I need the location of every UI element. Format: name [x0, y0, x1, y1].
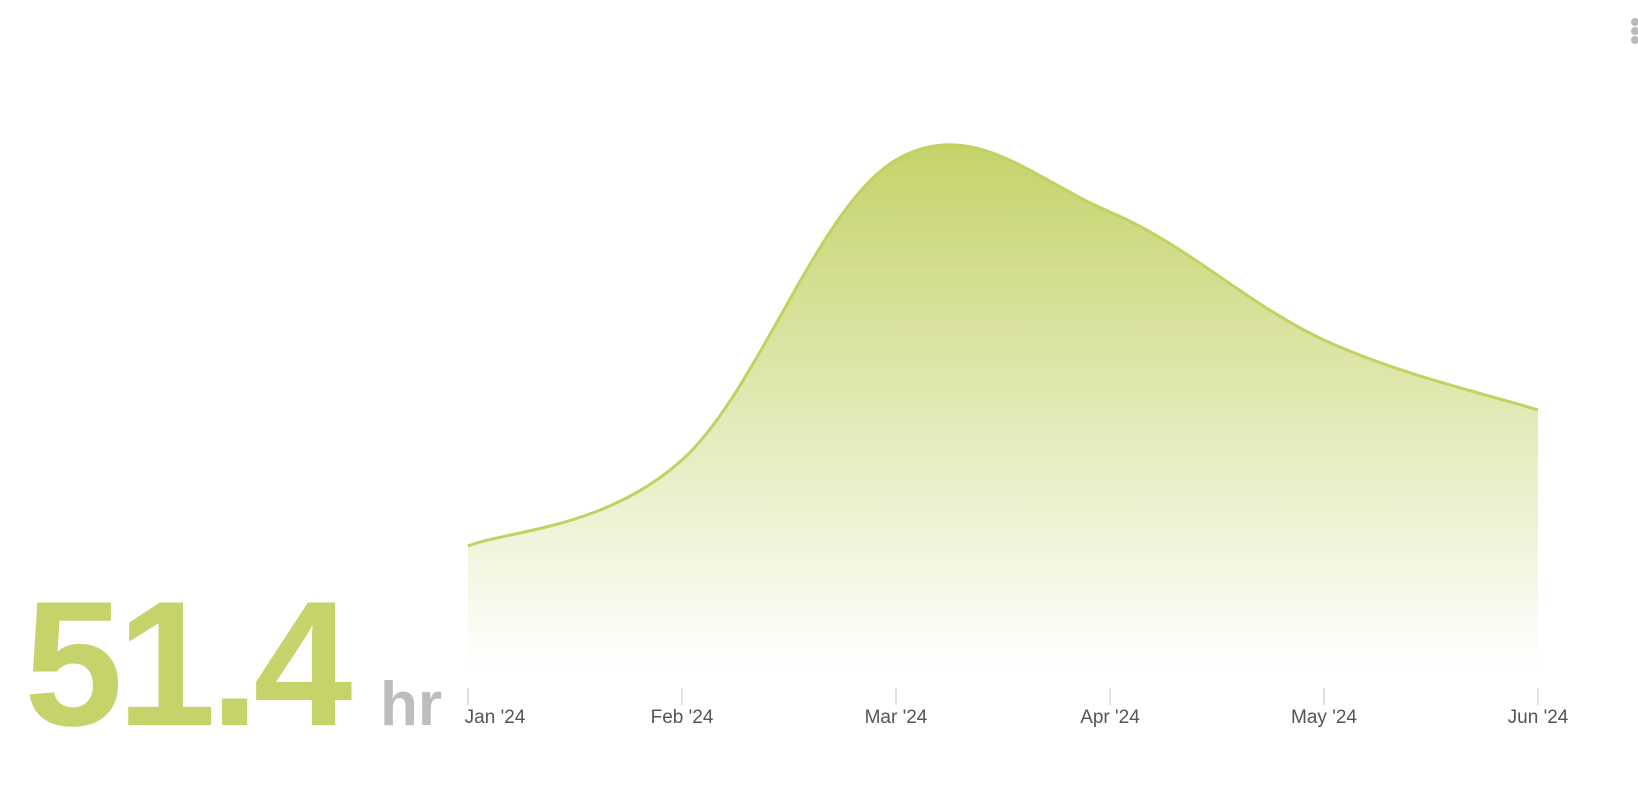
area-line [467, 143, 1539, 548]
kpi-value: 51.4 [24, 564, 352, 763]
x-tick-label: Apr '24 [1080, 707, 1140, 728]
x-tick-label: Feb '24 [651, 707, 714, 728]
x-tick-label: Jun '24 [1508, 707, 1569, 728]
x-tick-label: Jan '24 [465, 707, 526, 728]
kpi-unit: hr [380, 670, 442, 739]
x-tick-label: Mar '24 [865, 707, 928, 728]
x-tick-label: May '24 [1291, 707, 1357, 728]
area-fill [468, 144, 1538, 670]
chart: Jan '24 Feb '24 Mar '24 Apr '24 May '24 Jun '… [465, 143, 1569, 728]
menu-icon[interactable] [1631, 18, 1638, 44]
